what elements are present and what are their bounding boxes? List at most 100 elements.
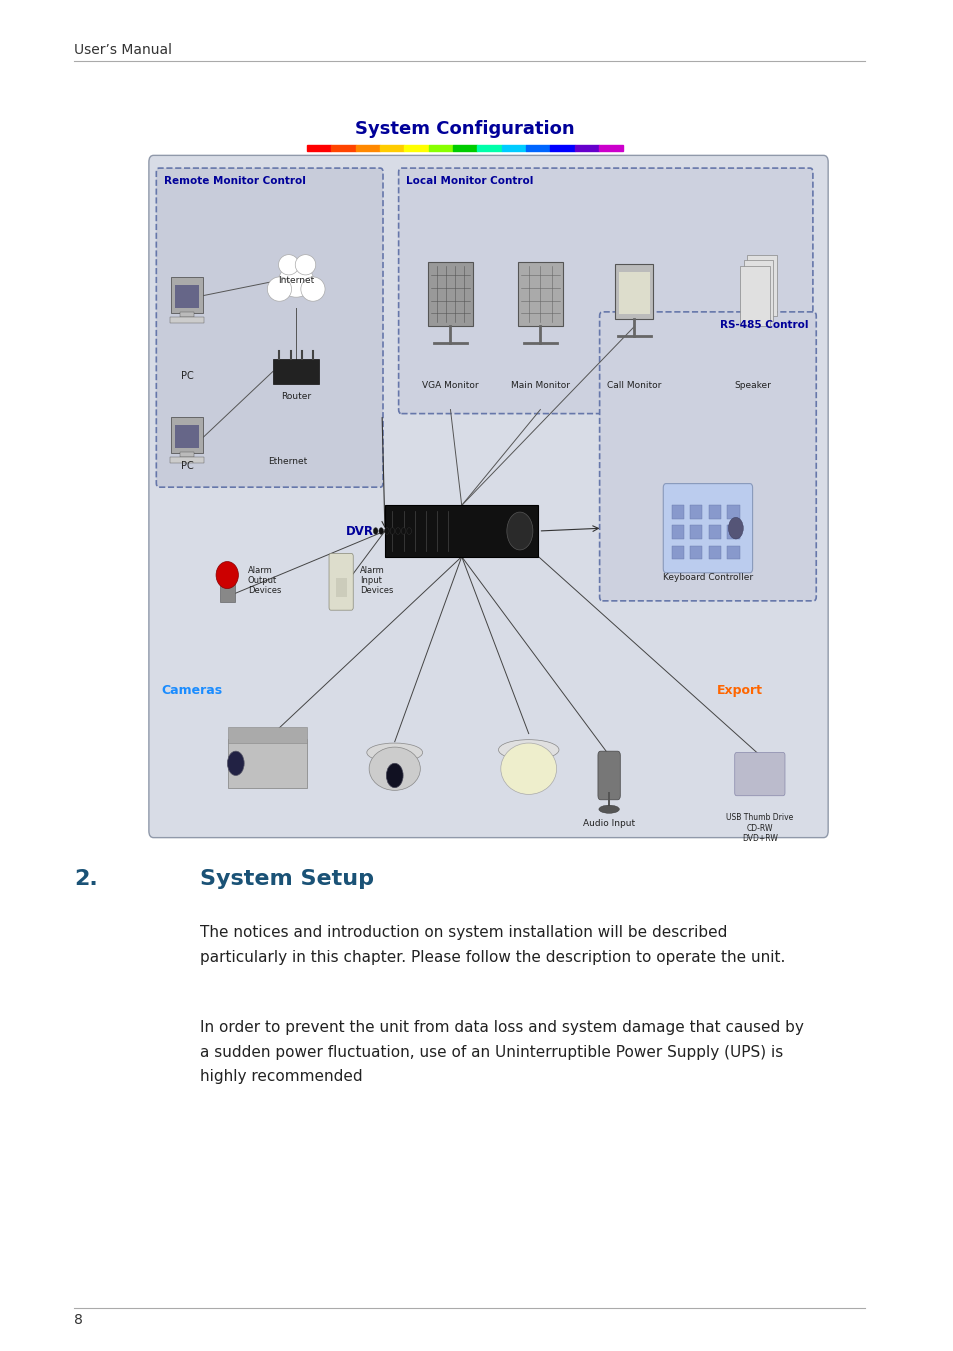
Circle shape [373, 528, 377, 535]
Circle shape [386, 763, 403, 788]
Bar [331, 145, 355, 151]
Bar [727, 505, 739, 519]
Bar [428, 145, 453, 151]
Circle shape [506, 512, 533, 550]
FancyBboxPatch shape [156, 168, 382, 488]
Text: System Setup: System Setup [200, 869, 374, 889]
Ellipse shape [498, 739, 558, 759]
Text: Ethernet: Ethernet [268, 457, 307, 466]
Text: Remote Monitor Control: Remote Monitor Control [164, 176, 305, 186]
Text: USB Thumb Drive
CD-RW
DVD+RW: USB Thumb Drive CD-RW DVD+RW [725, 813, 793, 843]
Ellipse shape [366, 743, 422, 762]
Ellipse shape [500, 743, 556, 794]
Circle shape [227, 751, 244, 775]
Bar [273, 359, 319, 384]
Bar [170, 317, 204, 323]
Bar [690, 526, 701, 539]
Bar [574, 145, 598, 151]
Ellipse shape [598, 805, 618, 813]
Bar [517, 262, 562, 327]
Bar [671, 505, 683, 519]
Circle shape [384, 528, 389, 535]
Bar [228, 727, 306, 743]
Circle shape [728, 517, 742, 539]
Text: RS-485 Control: RS-485 Control [720, 320, 808, 330]
Bar [727, 526, 739, 539]
Bar [404, 145, 428, 151]
Bar [170, 458, 204, 463]
Bar [179, 312, 194, 317]
Bar [708, 505, 720, 519]
Bar [618, 273, 649, 313]
Text: PC: PC [180, 372, 193, 381]
Bar [740, 266, 769, 327]
Bar [598, 145, 623, 151]
Bar [179, 453, 194, 458]
Bar [671, 526, 683, 539]
FancyBboxPatch shape [329, 554, 353, 611]
Bar [355, 145, 379, 151]
Text: Call Monitor: Call Monitor [606, 381, 660, 390]
Text: Local Monitor Control: Local Monitor Control [406, 176, 533, 186]
Bar [608, 792, 609, 812]
Bar [307, 145, 331, 151]
Bar [476, 145, 501, 151]
Bar [379, 145, 404, 151]
Bar [335, 578, 346, 597]
Text: In order to prevent the unit from data loss and system damage that caused by
a s: In order to prevent the unit from data l… [200, 1020, 803, 1085]
Text: 8: 8 [74, 1313, 83, 1327]
Bar [428, 262, 473, 327]
Bar [550, 145, 574, 151]
Text: Audio Input: Audio Input [582, 819, 635, 828]
Bar [746, 255, 777, 316]
Bar [453, 145, 476, 151]
Text: Main Monitor: Main Monitor [511, 381, 569, 390]
Text: The notices and introduction on system installation will be described
particular: The notices and introduction on system i… [200, 925, 784, 965]
Bar [671, 546, 683, 559]
Text: Alarm
Input
Devices: Alarm Input Devices [359, 566, 393, 596]
Ellipse shape [369, 747, 420, 790]
Text: User’s Manual: User’s Manual [74, 43, 172, 57]
Bar [690, 505, 701, 519]
Text: DVR: DVR [345, 524, 374, 538]
Bar [174, 285, 199, 308]
Bar [219, 581, 234, 603]
Text: Export: Export [716, 684, 762, 697]
Ellipse shape [267, 277, 292, 301]
Ellipse shape [215, 562, 238, 589]
Bar [385, 505, 537, 557]
Text: Cameras: Cameras [161, 684, 222, 697]
Bar [708, 526, 720, 539]
Circle shape [395, 528, 400, 535]
Bar [690, 546, 701, 559]
Ellipse shape [300, 277, 325, 301]
Bar [525, 145, 550, 151]
FancyBboxPatch shape [149, 155, 827, 838]
Circle shape [406, 528, 411, 535]
Bar [174, 426, 199, 449]
Text: VGA Monitor: VGA Monitor [422, 381, 478, 390]
Ellipse shape [278, 254, 298, 274]
FancyBboxPatch shape [398, 168, 812, 413]
Bar [501, 145, 525, 151]
Text: Internet: Internet [277, 277, 314, 285]
Bar [228, 739, 306, 788]
Bar [742, 261, 773, 322]
Ellipse shape [295, 254, 315, 274]
Circle shape [401, 528, 405, 535]
FancyBboxPatch shape [734, 753, 784, 796]
FancyBboxPatch shape [599, 312, 816, 601]
Text: Keyboard Controller: Keyboard Controller [662, 573, 752, 582]
Bar [727, 546, 739, 559]
Text: System Configuration: System Configuration [355, 120, 575, 138]
Text: Alarm
Output
Devices: Alarm Output Devices [248, 566, 281, 596]
FancyBboxPatch shape [171, 417, 203, 454]
Circle shape [378, 528, 383, 535]
Text: Router: Router [281, 392, 311, 401]
Text: PC: PC [180, 461, 193, 471]
Text: 2.: 2. [74, 869, 98, 889]
Text: Speaker: Speaker [734, 381, 771, 390]
Bar [708, 546, 720, 559]
FancyBboxPatch shape [598, 751, 619, 800]
Ellipse shape [278, 265, 314, 297]
